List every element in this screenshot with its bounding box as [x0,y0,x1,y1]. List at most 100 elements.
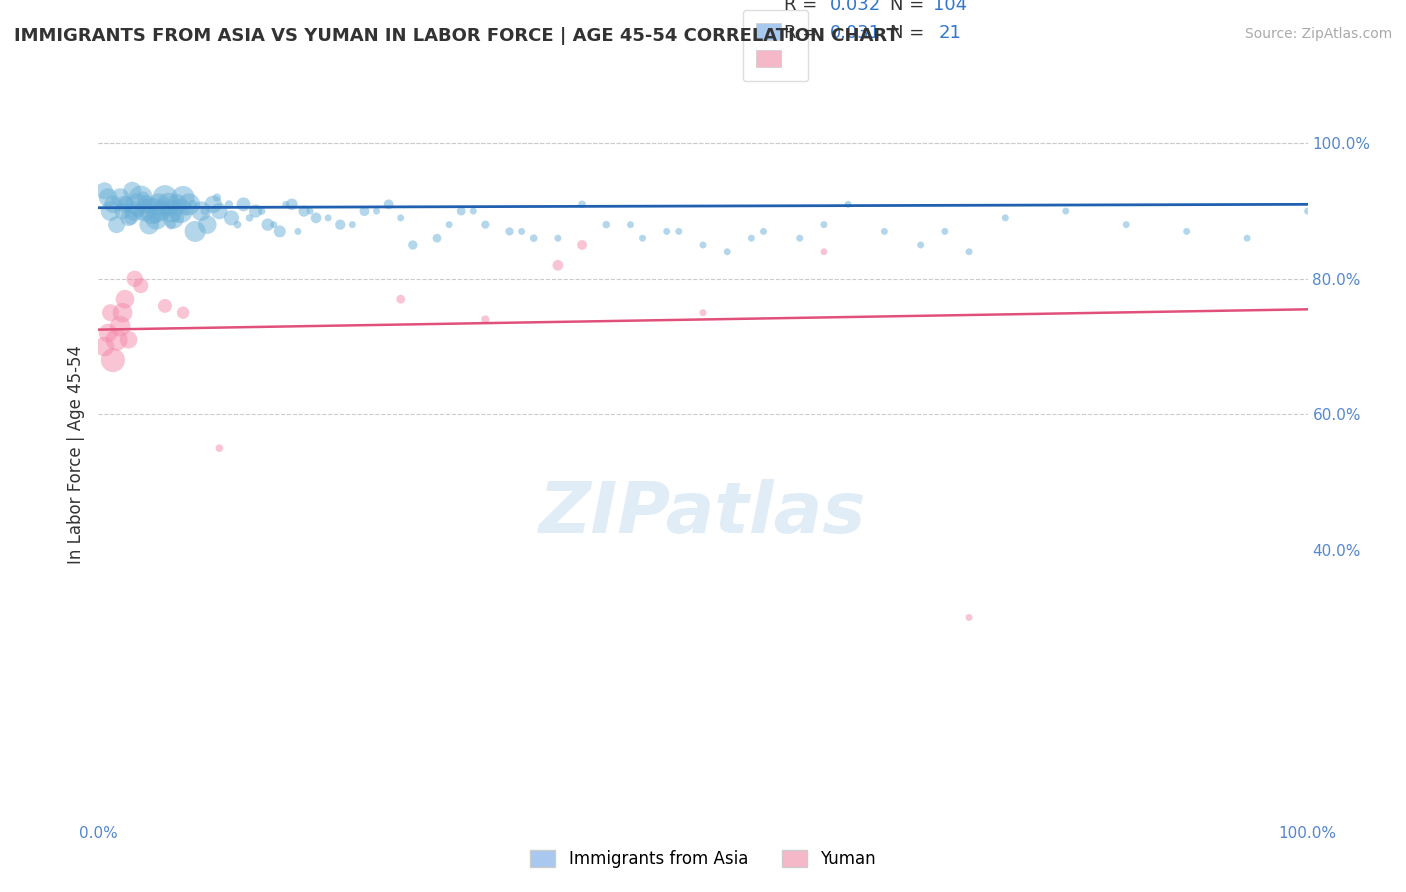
Point [135,197,157,211]
Point [813,218,835,232]
Point [132,190,155,204]
Point [162,211,184,225]
Point [631,231,654,245]
Text: 0.031: 0.031 [830,24,882,42]
Point [256,218,278,232]
Point [813,244,835,259]
Point [194,204,217,219]
Point [179,197,201,211]
Point [619,218,641,232]
Point [111,306,134,320]
Text: N =: N = [890,0,931,14]
Point [93,184,115,198]
Point [873,224,896,238]
Point [124,204,146,219]
Point [342,218,364,232]
Point [389,211,412,225]
Point [101,197,124,211]
Point [105,218,128,232]
Text: 0.032: 0.032 [830,0,882,14]
Point [510,224,533,238]
Point [150,197,173,211]
Point [1175,224,1198,238]
Point [111,204,134,219]
Point [752,224,775,238]
Point [208,204,231,219]
Point [181,197,204,211]
Text: IMMIGRANTS FROM ASIA VS YUMAN IN LABOR FORCE | AGE 45-54 CORRELATION CHART: IMMIGRANTS FROM ASIA VS YUMAN IN LABOR F… [14,27,898,45]
Point [226,218,249,232]
Point [100,306,122,320]
Point [498,224,520,238]
Point [155,204,177,219]
Point [221,211,243,225]
Point [114,292,136,306]
Point [127,204,149,219]
Point [789,231,811,245]
Point [136,197,159,211]
Text: N =: N = [890,24,931,42]
Point [474,312,496,326]
Point [934,224,956,238]
Point [655,224,678,238]
Point [141,204,163,219]
Point [366,204,388,219]
Point [668,224,690,238]
Point [97,190,120,204]
Text: 104: 104 [932,0,967,14]
Point [153,190,176,204]
Text: R =: R = [785,0,823,14]
Point [166,197,188,211]
Point [437,218,460,232]
Point [169,204,191,219]
Point [426,231,449,245]
Point [218,197,240,211]
Point [121,184,143,198]
Point [274,197,297,211]
Point [571,238,593,252]
Point [129,278,152,293]
Point [118,333,141,347]
Point [353,204,375,219]
Point [172,306,194,320]
Point [450,204,472,219]
Point [1054,204,1077,219]
Legend: Immigrants from Asia, Yuman: Immigrants from Asia, Yuman [524,843,882,875]
Point [305,211,328,225]
Point [239,211,262,225]
Point [474,218,496,232]
Point [100,204,122,219]
Point [205,190,228,204]
Point [124,272,146,286]
Point [377,197,399,211]
Point [316,211,339,225]
Point [172,190,194,204]
Point [118,211,141,225]
Point [994,211,1017,225]
Point [157,197,180,211]
Text: Source: ZipAtlas.com: Source: ZipAtlas.com [1244,27,1392,41]
Point [1236,231,1258,245]
Point [910,238,932,252]
Point [740,231,762,245]
Point [120,211,142,225]
Point [115,197,138,211]
Point [148,197,170,211]
Point [195,218,218,232]
Point [127,197,149,211]
Point [692,306,714,320]
Point [143,211,166,225]
Point [114,197,136,211]
Point [263,218,285,232]
Point [190,204,212,219]
Text: R =: R = [785,24,823,42]
Point [547,258,569,272]
Point [692,238,714,252]
Text: ZIPatlas: ZIPatlas [540,479,866,548]
Point [134,204,156,219]
Point [138,218,160,232]
Point [101,353,124,368]
Point [1296,204,1319,219]
Point [142,204,165,219]
Point [547,231,569,245]
